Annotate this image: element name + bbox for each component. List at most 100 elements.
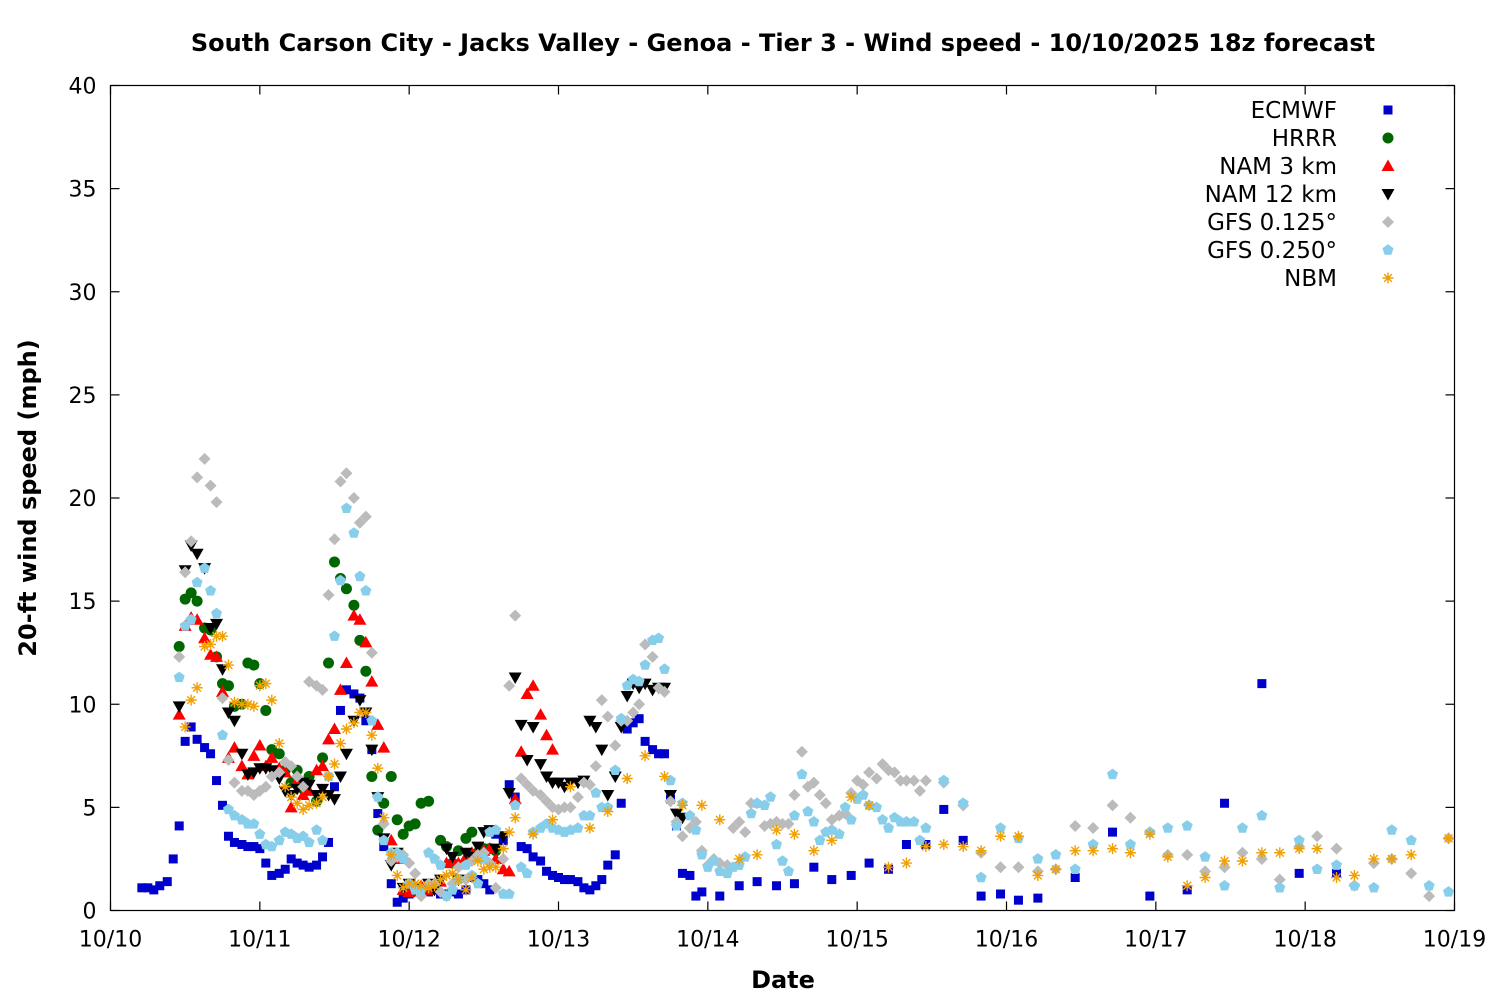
data-point <box>870 772 883 785</box>
data-point <box>221 707 235 719</box>
data-point <box>227 715 241 728</box>
data-point <box>826 834 838 846</box>
data-point <box>330 782 339 792</box>
data-point <box>640 736 650 746</box>
data-point <box>1032 869 1044 881</box>
data-point <box>1106 799 1119 812</box>
data-point <box>255 844 265 854</box>
x-tick-label: 10/11 <box>228 928 291 953</box>
axis-ticks <box>109 84 1456 912</box>
data-point <box>274 868 284 878</box>
data-point <box>995 830 1007 842</box>
data-point <box>198 631 212 644</box>
data-point <box>409 867 422 880</box>
data-point <box>354 707 366 718</box>
data-point <box>883 861 895 873</box>
data-point <box>771 824 783 836</box>
data-point <box>484 861 496 873</box>
data-point <box>435 859 447 870</box>
data-point <box>229 837 239 847</box>
data-point <box>508 792 522 805</box>
data-point <box>372 824 384 836</box>
data-point <box>813 789 826 801</box>
data-point <box>385 770 397 782</box>
data-point <box>466 826 478 838</box>
data-point <box>585 885 595 895</box>
data-point <box>697 887 707 897</box>
data-point <box>540 795 553 808</box>
data-point <box>200 743 210 753</box>
data-point <box>833 828 845 839</box>
data-point <box>976 891 986 901</box>
data-point <box>392 897 402 907</box>
data-point <box>497 852 510 865</box>
data-point <box>322 588 335 601</box>
data-point <box>489 843 503 856</box>
legend-entry: HRRR <box>1272 126 1394 152</box>
data-point <box>807 776 820 789</box>
data-point <box>423 795 435 807</box>
data-point <box>900 857 912 869</box>
data-point <box>318 852 328 862</box>
data-point <box>254 828 266 839</box>
data-point <box>247 749 261 761</box>
data-point <box>1013 895 1023 905</box>
data-point <box>340 467 353 480</box>
x-tick-label: 10/15 <box>825 928 888 953</box>
x-tick-label: 10/17 <box>1124 928 1187 953</box>
data-point <box>1236 855 1248 867</box>
data-point <box>497 843 509 855</box>
data-point <box>328 794 341 806</box>
data-point <box>920 822 932 833</box>
legend-marker <box>1382 272 1394 284</box>
data-point <box>322 732 336 745</box>
y-tick-label: 15 <box>69 590 97 615</box>
data-points <box>137 452 1455 907</box>
data-point <box>260 704 272 716</box>
data-point <box>715 891 725 901</box>
data-point <box>522 844 532 854</box>
data-point <box>385 849 397 861</box>
data-point <box>521 867 533 879</box>
data-point <box>782 817 795 830</box>
data-point <box>745 807 757 819</box>
data-point <box>212 776 222 786</box>
data-point <box>478 863 490 875</box>
data-point <box>298 860 308 870</box>
data-point <box>975 871 987 883</box>
data-point <box>339 656 353 668</box>
data-point <box>1181 848 1194 861</box>
data-point <box>311 797 323 809</box>
data-point <box>1124 811 1137 824</box>
data-point <box>191 471 204 484</box>
data-point <box>503 826 515 838</box>
data-point <box>995 822 1007 833</box>
data-point <box>676 830 689 843</box>
data-point <box>1257 679 1267 689</box>
data-point <box>324 837 334 847</box>
data-point <box>391 814 403 826</box>
data-point <box>1033 893 1043 903</box>
data-point <box>391 869 403 881</box>
data-point <box>397 828 409 840</box>
data-point <box>329 758 340 770</box>
data-point <box>733 815 746 828</box>
data-point <box>386 879 396 889</box>
data-point <box>372 791 384 802</box>
data-point <box>266 840 278 852</box>
data-point <box>614 721 628 734</box>
data-point <box>179 721 191 733</box>
legend-label: HRRR <box>1272 126 1337 152</box>
data-point <box>1405 867 1418 880</box>
data-point <box>409 878 421 890</box>
legend-label: GFS 0.250° <box>1207 238 1337 264</box>
series-gfs-0-250 <box>173 502 1455 901</box>
data-point <box>348 599 360 611</box>
data-point <box>591 881 601 891</box>
data-point <box>211 630 223 642</box>
data-point <box>341 685 351 695</box>
data-point <box>739 826 752 839</box>
data-point <box>360 665 372 677</box>
data-point <box>528 852 538 862</box>
legend-entry: GFS 0.125° <box>1207 210 1394 236</box>
